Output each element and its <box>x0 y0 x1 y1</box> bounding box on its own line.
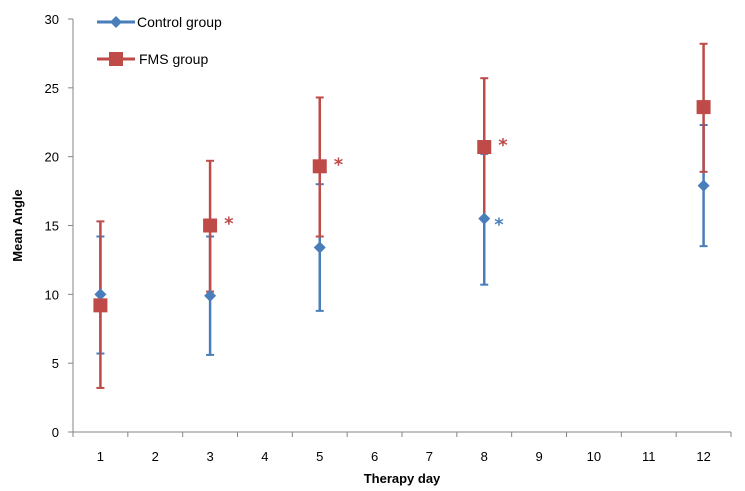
x-tick-label: 9 <box>535 449 542 464</box>
y-ticks: 0 5 10 15 20 25 30 <box>45 12 73 440</box>
legend-item-fms: FMS group <box>97 51 208 67</box>
significance-marker: * <box>498 135 508 156</box>
y-tick-label: 25 <box>45 81 59 96</box>
plot-area: * * * * <box>93 42 711 389</box>
x-tick-label: 2 <box>152 449 159 464</box>
y-tick-label: 5 <box>52 356 59 371</box>
data-point <box>478 212 491 225</box>
data-point <box>204 289 217 302</box>
data-point <box>477 140 492 155</box>
x-tick-label: 5 <box>316 449 323 464</box>
x-tick-label: 10 <box>587 449 601 464</box>
x-tick-label: 4 <box>261 449 268 464</box>
significance-marker: * <box>334 154 344 175</box>
x-tick-label: 11 <box>642 449 656 464</box>
x-tick-label: 1 <box>97 449 104 464</box>
x-tick-label: 8 <box>481 449 488 464</box>
data-point <box>203 218 218 233</box>
y-tick-label: 15 <box>45 219 59 234</box>
markers-fms: * * * <box>93 100 711 313</box>
x-axis-title: Therapy day <box>364 471 441 486</box>
series-control <box>96 124 708 356</box>
y-tick-label: 30 <box>45 12 59 27</box>
data-point <box>312 159 327 174</box>
data-point <box>697 179 710 192</box>
series-fms <box>96 42 708 389</box>
data-point <box>94 288 107 301</box>
legend-label-control: Control group <box>137 14 222 30</box>
x-tick-label: 6 <box>371 449 378 464</box>
y-tick-label: 0 <box>52 425 59 440</box>
y-tick-label: 10 <box>45 287 59 302</box>
legend-label-fms: FMS group <box>139 51 208 67</box>
legend: Control group FMS group <box>97 14 222 67</box>
data-point <box>313 241 326 254</box>
axes <box>72 19 731 433</box>
data-point <box>696 100 711 115</box>
significance-marker: * <box>224 214 234 235</box>
x-tick-label: 7 <box>426 449 433 464</box>
data-point <box>93 298 108 313</box>
y-tick-label: 20 <box>45 150 59 165</box>
legend-marker-fms <box>109 52 123 66</box>
significance-marker: * <box>494 215 504 236</box>
legend-marker-control <box>110 16 122 28</box>
x-ticks: 1 2 3 4 5 6 7 8 9 10 11 12 <box>72 432 732 464</box>
y-axis-title: Mean Angle <box>10 189 25 261</box>
x-tick-label: 12 <box>696 449 710 464</box>
x-tick-label: 3 <box>206 449 213 464</box>
legend-item-control: Control group <box>97 14 222 30</box>
markers-control: * <box>94 179 710 302</box>
